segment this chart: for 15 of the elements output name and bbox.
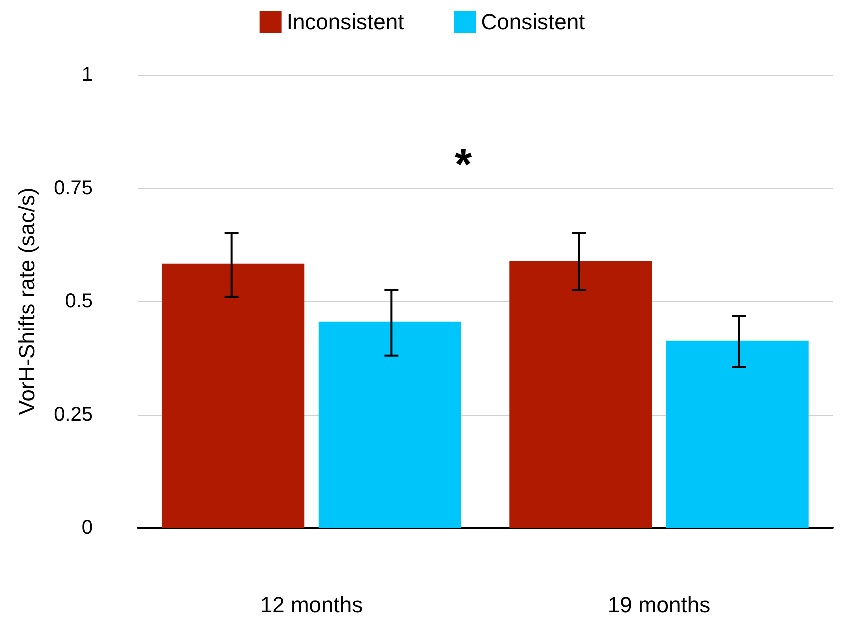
bar <box>318 322 462 528</box>
y-tick-label: 0.75 <box>54 177 93 200</box>
bar <box>510 261 652 528</box>
y-tick-label: 1 <box>82 64 93 86</box>
x-tick-label: 12 months <box>260 592 364 618</box>
y-tick-label: 0.5 <box>65 290 93 312</box>
legend-label: Consistent <box>481 10 586 34</box>
legend-label: Inconsistent <box>286 10 404 34</box>
y-tick-label: 0 <box>82 517 93 539</box>
annotation: * <box>455 140 473 190</box>
bar <box>666 340 809 528</box>
y-axis-title: VorH-Shifts rate (sac/s) <box>14 188 40 416</box>
y-tick-label: 0.25 <box>54 404 93 426</box>
x-tick-label: 19 months <box>608 592 711 618</box>
bar <box>162 264 305 528</box>
